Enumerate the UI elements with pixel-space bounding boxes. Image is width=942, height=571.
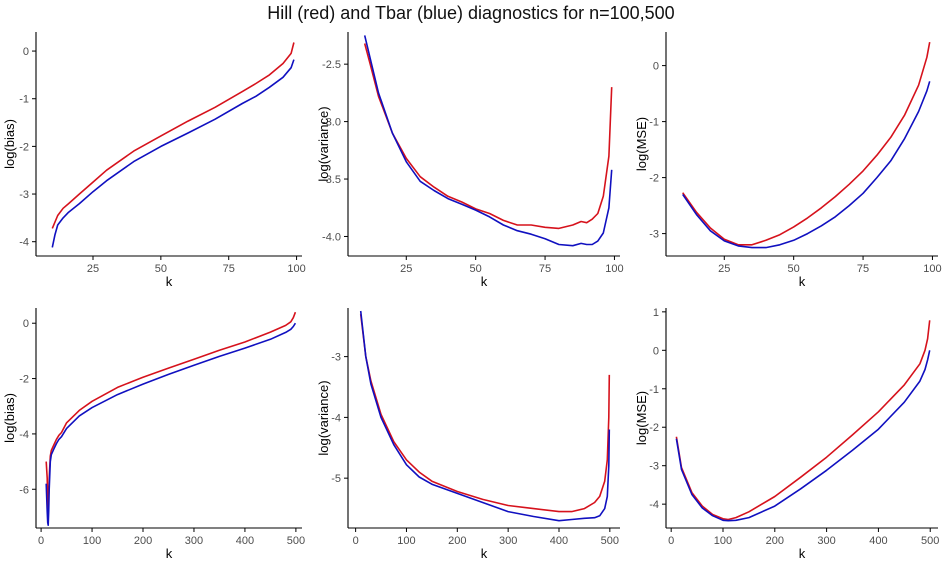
x-tick-label: 300 — [817, 535, 835, 547]
x-tick-label: 200 — [766, 535, 784, 547]
x-tick-label: 200 — [134, 535, 152, 547]
x-tick-label: 200 — [448, 535, 466, 547]
y-tick-label: -3 — [19, 189, 29, 201]
hill-series-line — [51, 42, 295, 229]
x-tick-label: 100 — [287, 263, 305, 275]
y-tick-label: -4 — [649, 499, 659, 511]
y-tick-label: -4 — [19, 237, 29, 249]
x-tick-label: 75 — [539, 263, 551, 275]
x-axis-label: k — [799, 274, 806, 289]
y-tick-label: 0 — [653, 61, 659, 73]
x-tick-label: 50 — [788, 263, 800, 275]
y-axis-label: log(MSE) — [634, 117, 649, 171]
y-tick-label: -6 — [19, 484, 29, 496]
x-tick-label: 75 — [223, 263, 235, 275]
figure-title: Hill (red) and Tbar (blue) diagnostics f… — [267, 3, 675, 23]
y-tick-label: -3.5 — [322, 174, 341, 186]
y-axis-label: log(bias) — [2, 119, 17, 169]
y-tick-label: -2 — [649, 173, 659, 185]
x-tick-label: 500 — [601, 535, 619, 547]
x-tick-label: 500 — [287, 535, 305, 547]
y-tick-label: -2 — [19, 374, 29, 386]
y-tick-label: -3 — [331, 352, 341, 364]
y-tick-label: 0 — [23, 46, 29, 58]
y-tick-label: -2.5 — [322, 59, 341, 71]
y-tick-label: 1 — [653, 307, 659, 319]
y-tick-label: -2 — [19, 141, 29, 153]
y-tick-label: -3.0 — [322, 117, 341, 129]
x-tick-label: 400 — [550, 535, 568, 547]
x-axis-label: k — [166, 274, 173, 289]
x-axis-label: k — [799, 546, 806, 561]
y-axis-label: log(MSE) — [634, 391, 649, 445]
chart-panel-1: 25 50 75 100 -4 -3 -2 -1 0 k log(bias) — [2, 32, 306, 289]
x-tick-label: 0 — [668, 535, 674, 547]
x-tick-label: 400 — [236, 535, 254, 547]
y-tick-label: -1 — [19, 94, 29, 106]
y-tick-label: -5 — [331, 473, 341, 485]
x-tick-label: 300 — [185, 535, 203, 547]
tbar-series-line — [675, 350, 931, 522]
x-tick-label: 100 — [605, 263, 623, 275]
x-tick-label: 25 — [718, 263, 730, 275]
x-tick-label: 25 — [87, 263, 99, 275]
y-axis-label: log(variance) — [316, 106, 331, 181]
x-tick-label: 100 — [714, 535, 732, 547]
hill-series-line — [363, 43, 613, 230]
x-tick-label: 500 — [921, 535, 939, 547]
y-tick-label: 0 — [23, 318, 29, 330]
y-tick-label: -4.0 — [322, 231, 341, 243]
x-tick-label: 50 — [470, 263, 482, 275]
x-tick-label: 50 — [155, 263, 167, 275]
y-tick-label: -3 — [649, 461, 659, 473]
hill-series-line — [682, 41, 931, 246]
chart-panel-4: 0 100 200 300 400 500 -6 -4 -2 0 k log(bias) — [2, 308, 305, 561]
x-axis-label: k — [166, 546, 173, 561]
y-axis-label: log(variance) — [316, 380, 331, 455]
y-tick-label: 0 — [653, 345, 659, 357]
x-tick-label: 300 — [499, 535, 517, 547]
x-tick-label: 400 — [869, 535, 887, 547]
y-tick-label: -2 — [649, 422, 659, 434]
y-tick-label: -4 — [331, 412, 341, 424]
tbar-series-line — [682, 81, 931, 249]
x-tick-label: 75 — [857, 263, 869, 275]
chart-panel-5: 0 100 200 300 400 500 -5 -4 -3 k log(variance) — [316, 308, 620, 561]
tbar-series-line — [51, 59, 295, 248]
x-tick-label: 25 — [400, 263, 412, 275]
chart-panel-2: 25 50 75 100 -4.0 -3.5 -3.0 -2.5 k log(variance) — [316, 32, 624, 289]
tbar-series-line — [363, 35, 613, 247]
chart-panel-6: 0 100 200 300 400 500 -4 -3 -2 -1 0 1 k log(MSE) — [634, 307, 939, 561]
y-tick-label: -3 — [649, 229, 659, 241]
x-axis-label: k — [481, 546, 488, 561]
y-axis-label: log(bias) — [2, 393, 17, 443]
x-tick-label: 100 — [923, 263, 941, 275]
chart-panel-3: 25 50 75 100 -3 -2 -1 0 k log(MSE) — [634, 32, 942, 289]
hill-series-line — [359, 314, 611, 513]
y-tick-label: -4 — [19, 429, 29, 441]
x-tick-label: 100 — [397, 535, 415, 547]
y-tick-label: -1 — [649, 384, 659, 396]
x-tick-label: 0 — [38, 535, 44, 547]
hill-series-line — [675, 320, 931, 521]
x-tick-label: 100 — [83, 535, 101, 547]
tbar-series-line — [45, 322, 297, 527]
x-tick-label: 0 — [353, 535, 359, 547]
y-tick-label: -1 — [649, 117, 659, 129]
x-axis-label: k — [481, 274, 488, 289]
tbar-series-line — [359, 310, 611, 522]
